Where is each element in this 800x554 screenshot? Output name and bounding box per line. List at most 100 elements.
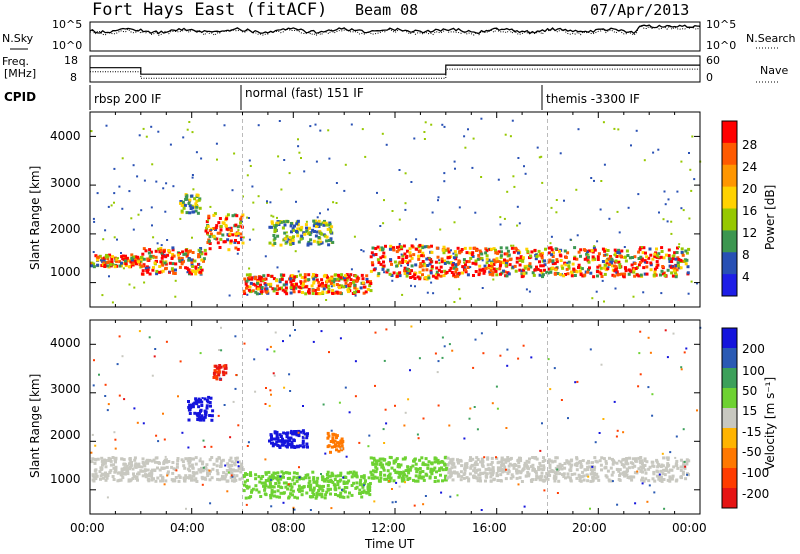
velocity-pixel <box>207 395 211 399</box>
velocity-pixel <box>643 459 647 463</box>
power-pixel <box>319 231 323 235</box>
velocity-pixel <box>189 406 193 409</box>
velocity-pixel <box>403 457 407 461</box>
velocity-speckle <box>123 398 126 401</box>
velocity-pixel <box>289 436 293 440</box>
velocity-pixel <box>388 455 392 459</box>
power-pixel <box>429 271 433 275</box>
velocity-pixel <box>634 457 638 461</box>
velocity-pixel <box>268 439 271 443</box>
power-speckle <box>379 225 382 227</box>
velocity-pixel <box>245 473 249 476</box>
power-pixel <box>135 262 138 266</box>
power-pixel <box>413 277 417 280</box>
velocity-pixel <box>530 480 534 483</box>
velocity-pixel <box>141 474 145 478</box>
power-pixel <box>618 263 622 267</box>
power-cbar-tick-20: 20 <box>742 182 757 196</box>
power-pixel <box>673 251 677 255</box>
velocity-pixel <box>542 456 545 460</box>
velocity-pixel <box>245 484 248 488</box>
power-pixel <box>102 258 106 262</box>
velocity-pixel <box>527 460 531 464</box>
velocity-pixel <box>682 465 686 469</box>
velocity-pixel <box>439 473 442 477</box>
power-pixel <box>500 250 503 254</box>
velocity-pixel <box>188 457 192 460</box>
velocity-pixel <box>326 470 330 474</box>
power-speckle <box>297 145 300 148</box>
power-pixel <box>273 226 277 229</box>
velocity-pixel <box>423 463 427 467</box>
noise-search-label: N.Search <box>746 32 796 45</box>
velocity-pixel <box>197 413 201 417</box>
velocity-speckle <box>480 332 483 335</box>
velocity-pixel <box>190 478 193 482</box>
velocity-pixel <box>674 462 678 466</box>
power-pixel <box>435 270 439 274</box>
velocity-pixel <box>542 467 546 471</box>
power-pixel <box>124 262 128 266</box>
power-pixel <box>684 262 688 266</box>
power-speckle <box>569 238 572 241</box>
velocity-pixel <box>111 456 115 459</box>
power-pixel <box>185 197 189 200</box>
power-speckle <box>132 164 135 167</box>
velocity-pixel <box>322 484 325 488</box>
velocity-pixel <box>406 478 410 481</box>
velocity-pixel <box>109 469 113 473</box>
power-pixel <box>218 217 222 220</box>
power-pixel <box>278 278 282 282</box>
velocity-pixel <box>626 469 629 473</box>
velocity-pixel <box>651 460 655 464</box>
power-pixel <box>491 271 495 275</box>
power-speckle <box>657 256 660 259</box>
power-speckle <box>102 238 105 241</box>
velocity-speckle <box>663 507 666 510</box>
velocity-pixel <box>219 365 223 369</box>
velocity-pixel <box>416 479 420 483</box>
power-pixel <box>212 235 216 239</box>
power-pixel <box>110 260 114 264</box>
xtick-1600: 16:00 <box>472 521 507 535</box>
power-pixel <box>489 266 493 270</box>
power-pixel <box>374 253 378 256</box>
velocity-speckle <box>684 465 687 468</box>
power-pixel <box>290 230 293 234</box>
power-pixel <box>403 272 407 275</box>
xaxis-label: Time UT <box>364 537 415 551</box>
velocity-pixel <box>578 460 582 464</box>
velocity-pixel <box>131 467 135 471</box>
power-pixel <box>647 256 651 260</box>
power-speckle <box>360 249 363 251</box>
velocity-pixel <box>403 473 407 477</box>
velocity-pixel <box>444 455 448 459</box>
power-speckle <box>165 182 168 185</box>
power-pixel <box>573 246 577 250</box>
velocity-pixel <box>565 459 569 463</box>
power-speckle <box>174 279 177 282</box>
velocity-pixel <box>230 460 234 464</box>
velocity-pixel <box>526 466 530 470</box>
velocity-pixel <box>288 471 292 475</box>
power-pixel <box>100 257 104 261</box>
velocity-speckle <box>409 369 411 372</box>
velocity-speckle <box>680 475 683 477</box>
power-pixel <box>170 257 174 260</box>
velocity-pixel <box>216 471 220 475</box>
power-speckle <box>660 292 663 295</box>
velocity-pixel <box>315 481 319 485</box>
velocity-speckle <box>338 401 341 404</box>
power-pixel <box>640 259 644 263</box>
velocity-pixel <box>549 469 553 473</box>
velocity-pixel <box>103 460 107 464</box>
power-pixel <box>238 224 242 228</box>
velocity-speckle <box>407 398 410 401</box>
power-pixel <box>299 228 303 232</box>
velocity-pixel <box>367 483 371 487</box>
power-pixel <box>206 224 210 228</box>
velocity-pixel <box>554 466 558 470</box>
power-pixel <box>326 227 330 231</box>
velocity-pixel <box>633 464 637 468</box>
power-pixel <box>609 260 613 264</box>
